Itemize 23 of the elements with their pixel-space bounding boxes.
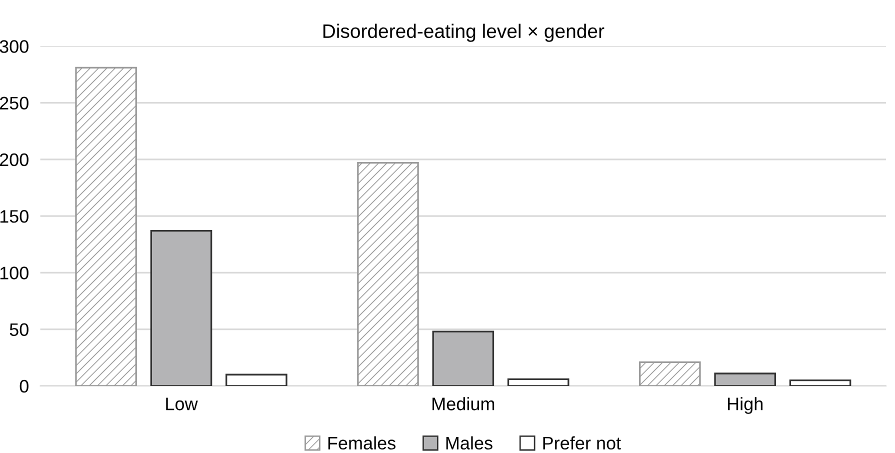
x-tick-label: Medium <box>432 397 494 410</box>
bar <box>639 361 701 386</box>
bar <box>150 230 212 386</box>
bar <box>789 379 852 386</box>
y-tick-label: 0 <box>20 380 28 393</box>
y-tick-label: 300 <box>0 40 28 53</box>
legend-label: Prefer not <box>543 436 621 450</box>
x-tick-label: Low <box>166 398 198 410</box>
y-tick-label: 50 <box>10 323 28 336</box>
legend-label: Females <box>328 436 396 450</box>
bar <box>226 374 288 386</box>
bar <box>507 378 570 386</box>
x-tick-label: High <box>728 397 762 414</box>
chart-title: Disordered-eating level × gender <box>323 24 604 42</box>
bar <box>75 66 137 386</box>
y-tick-label: 150 <box>0 210 28 223</box>
y-tick-label: 100 <box>0 266 28 280</box>
legend-label: Males <box>446 436 492 450</box>
bar <box>432 330 494 386</box>
y-tick-label: 200 <box>0 153 28 166</box>
bar <box>357 162 419 386</box>
y-tick-label: 250 <box>0 96 28 110</box>
bar <box>714 372 776 386</box>
